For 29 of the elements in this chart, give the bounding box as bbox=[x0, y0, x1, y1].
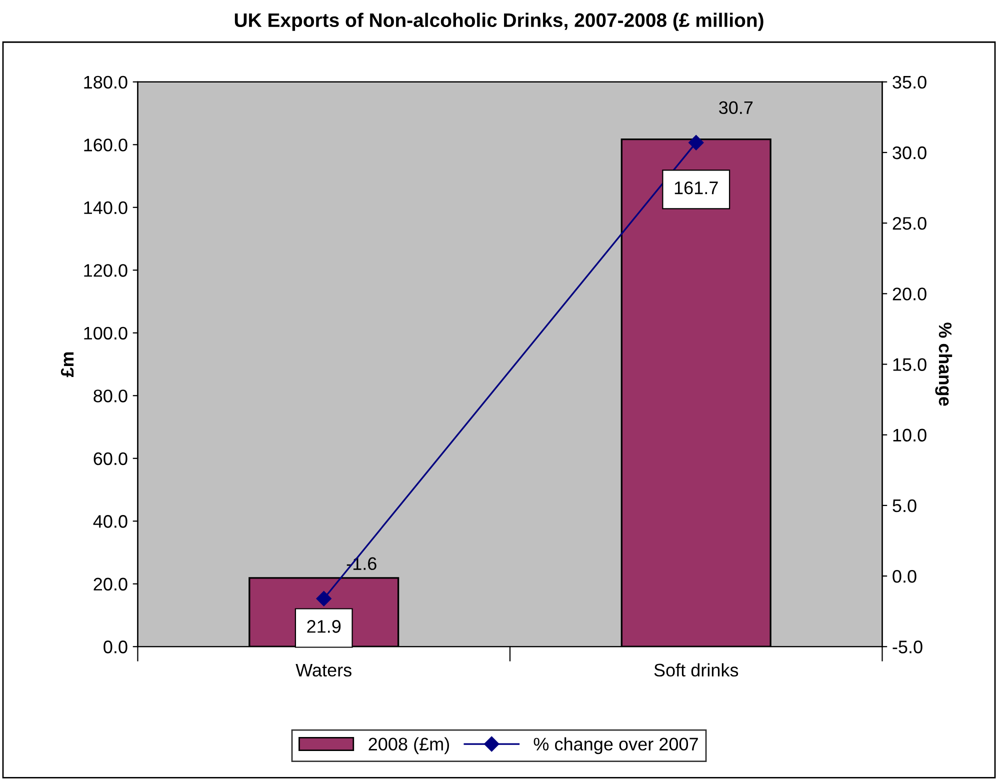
x-tick-label: Soft drinks bbox=[654, 663, 738, 677]
y-tick-label: 160.0 bbox=[84, 138, 128, 152]
y2-tick-label: 30.0 bbox=[892, 146, 926, 160]
y-tick-label: 180.0 bbox=[84, 76, 128, 89]
y2-tick-label: 35.0 bbox=[892, 76, 926, 89]
y-tick-label: 40.0 bbox=[93, 515, 128, 528]
y2-tick-label: 5.0 bbox=[892, 499, 916, 512]
y2-tick-label: 0.0 bbox=[892, 570, 916, 583]
y2-tick-label: 25.0 bbox=[892, 217, 926, 230]
x-tick-label: Waters bbox=[296, 664, 352, 677]
y2-tick-label: -5.0 bbox=[892, 640, 922, 654]
y2-axis-title: % change bbox=[935, 322, 952, 406]
y2-tick-label: 20.0 bbox=[892, 288, 926, 300]
y-axis-title: £m bbox=[60, 352, 74, 378]
y2-tick-label: 10.0 bbox=[893, 428, 926, 442]
data-label: 30.7 bbox=[719, 101, 753, 114]
y-tick-label: 0.0 bbox=[104, 640, 128, 654]
y-tick-label: 20.0 bbox=[94, 578, 128, 591]
y-tick-label: 120.0 bbox=[84, 264, 128, 277]
legend-label: % change over 2007 bbox=[534, 737, 698, 754]
legend-label: 2008 (£m) bbox=[368, 737, 449, 754]
data-label: 21.9 bbox=[307, 620, 341, 633]
chart-title: UK Exports of Non-alcoholic Drinks, 2007-2008 (£ million) bbox=[234, 12, 764, 31]
y-tick-label: 80.0 bbox=[94, 390, 128, 402]
y-tick-label: 100.0 bbox=[84, 326, 128, 340]
data-label: 161.7 bbox=[674, 181, 718, 194]
y-tick-label: 60.0 bbox=[94, 452, 128, 466]
y-tick-label: 140.0 bbox=[84, 201, 128, 214]
y2-tick-label: 15.0 bbox=[893, 358, 926, 371]
